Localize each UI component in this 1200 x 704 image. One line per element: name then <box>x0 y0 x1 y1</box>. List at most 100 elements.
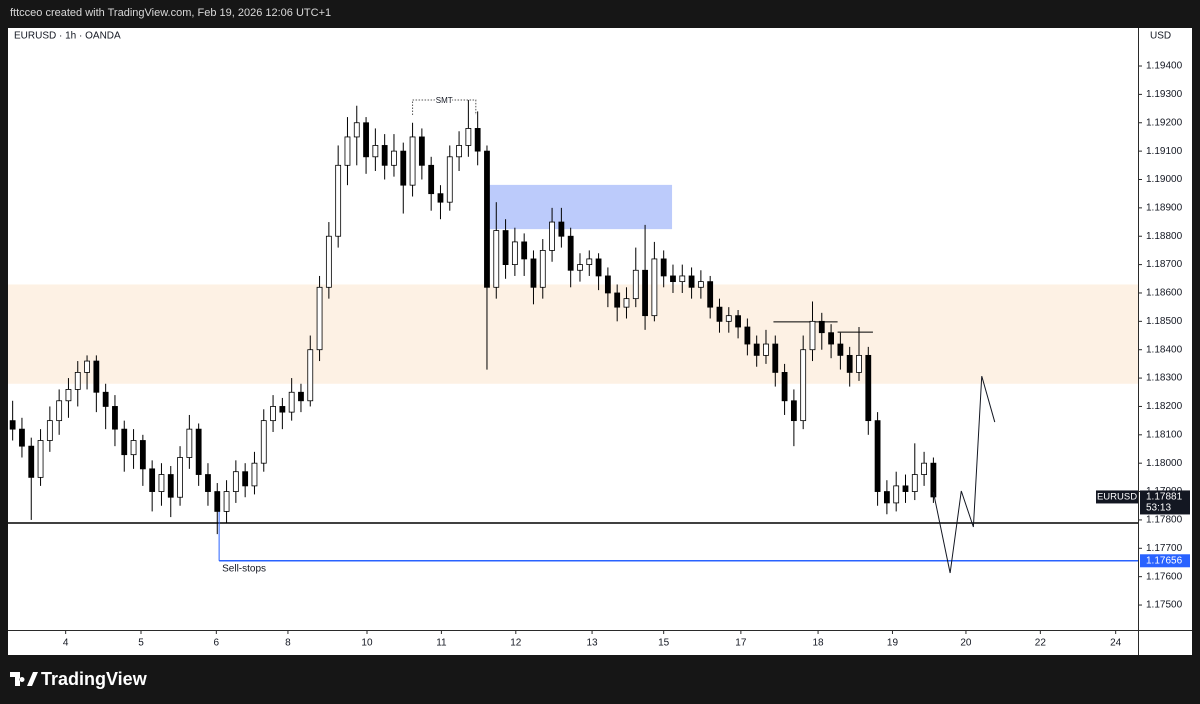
candle-body <box>223 491 230 512</box>
header: fttcceo created with TradingView.com, Fe… <box>10 7 331 19</box>
symbol-tag: EURUSD <box>1097 491 1137 502</box>
plot-area: Sell-stops SMT <box>8 95 1138 574</box>
candle-body <box>437 193 444 203</box>
candle-body <box>642 269 648 317</box>
y-tick-label: 1.19300 <box>1146 89 1183 100</box>
candle-body <box>818 320 825 334</box>
candle-body <box>577 264 583 271</box>
candle-body <box>846 354 853 373</box>
y-tick-label: 1.19000 <box>1146 174 1183 185</box>
candle-body <box>363 122 369 158</box>
candle-body <box>707 281 714 308</box>
candle-body <box>37 440 44 478</box>
candle-body <box>298 391 304 402</box>
candle-body <box>325 235 332 288</box>
candle-body <box>735 315 741 328</box>
symbol-title: EURUSD · 1h · OANDA <box>14 31 121 42</box>
candle-body <box>400 150 407 186</box>
x-tick-label: 5 <box>138 638 144 649</box>
candle-body <box>828 332 834 345</box>
candle-body <box>167 474 174 498</box>
candle-body <box>725 315 732 322</box>
candle-body <box>9 420 16 430</box>
candle-body <box>112 406 118 430</box>
candle-body <box>288 391 295 413</box>
candle-body <box>232 471 239 492</box>
candle-body <box>521 241 528 260</box>
y-tick-label: 1.18500 <box>1146 316 1183 327</box>
candle-body <box>242 471 249 487</box>
candle-body <box>19 428 25 447</box>
y-tick-label: 1.17800 <box>1146 515 1183 526</box>
smt-label: SMT <box>436 96 453 105</box>
candle-body <box>883 491 890 504</box>
candle-body <box>46 420 53 441</box>
candle-body <box>121 428 128 456</box>
candle-body <box>902 485 909 492</box>
y-tick-label: 1.18700 <box>1146 259 1183 270</box>
candle-body <box>837 343 844 356</box>
candle-body <box>484 150 490 288</box>
candle-body <box>697 281 704 288</box>
sell-stops-price-bg <box>1140 554 1190 568</box>
candle-body <box>716 306 723 322</box>
candle-body <box>381 145 388 166</box>
candle-body <box>391 150 397 166</box>
brand-logo: TradingView <box>10 669 148 689</box>
y-tick-label: 1.17500 <box>1146 600 1183 611</box>
candle-body <box>558 221 565 237</box>
candle-body <box>614 292 621 308</box>
candle-body <box>511 241 518 266</box>
candle-body <box>893 485 900 504</box>
candle-body <box>539 250 546 288</box>
x-tick-label: 19 <box>887 638 899 649</box>
candle-body <box>632 269 639 300</box>
candle-body <box>772 343 779 373</box>
projection-path <box>932 375 996 574</box>
candle-body <box>651 258 658 317</box>
candle-body <box>465 128 472 146</box>
candle-body <box>418 136 425 166</box>
candle-body <box>930 462 937 498</box>
candle-body <box>856 354 862 373</box>
y-tick-label: 1.17700 <box>1146 543 1183 554</box>
zone <box>487 184 673 230</box>
sell-stops-label: Sell-stops <box>222 563 266 574</box>
x-tick-label: 22 <box>1035 638 1047 649</box>
y-tick-label: 1.17600 <box>1146 571 1183 582</box>
y-tick-label: 1.18300 <box>1146 373 1183 384</box>
candle-body <box>604 275 611 294</box>
candle-body <box>205 474 211 492</box>
x-tick-label: 24 <box>1110 638 1122 649</box>
candle-body <box>270 406 276 422</box>
x-tick-label: 15 <box>658 638 670 649</box>
x-tick-label: 10 <box>361 638 373 649</box>
y-tick-label: 1.18000 <box>1146 458 1183 469</box>
candle-body <box>567 235 574 271</box>
candle-body <box>158 474 165 492</box>
x-tick-label: 11 <box>436 638 447 649</box>
candle-body <box>214 491 221 512</box>
candle-body <box>911 474 918 492</box>
currency: USD <box>1150 31 1171 42</box>
candle-body <box>353 122 360 138</box>
candle-body <box>809 320 816 351</box>
candle-body <box>549 221 555 251</box>
x-tick-label: 13 <box>587 638 599 649</box>
y-tick-label: 1.19100 <box>1146 146 1183 157</box>
candle-body <box>679 275 686 283</box>
candle-body <box>763 343 769 356</box>
candle-body <box>921 462 927 475</box>
candle-body <box>595 258 602 277</box>
candle-body <box>586 258 593 266</box>
y-tick-label: 1.18100 <box>1146 429 1183 440</box>
candle-body <box>744 326 751 345</box>
symbol-tag-bg <box>1096 490 1138 504</box>
candle-body <box>623 298 630 308</box>
candle-body <box>790 400 797 422</box>
candle-body <box>865 354 872 422</box>
candle-body <box>186 428 193 458</box>
y-tick-label: 1.18400 <box>1146 344 1183 355</box>
